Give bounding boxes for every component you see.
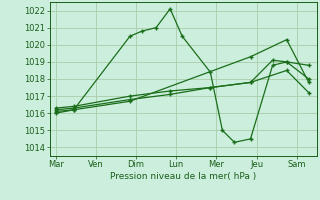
X-axis label: Pression niveau de la mer( hPa ): Pression niveau de la mer( hPa ) xyxy=(110,172,256,181)
